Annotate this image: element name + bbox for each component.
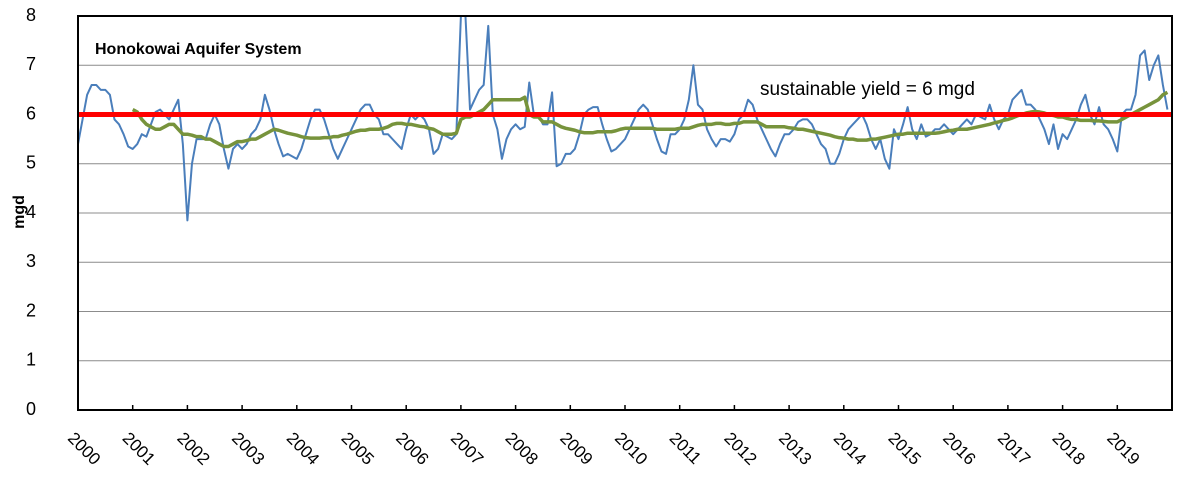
- x-tick-label: 2004: [283, 429, 323, 469]
- x-tick-label: 2001: [119, 429, 159, 469]
- x-tick-label: 2008: [502, 429, 542, 469]
- x-tick-label: 2012: [720, 429, 760, 469]
- x-tick-label: 2015: [885, 429, 925, 469]
- y-tick-label: 4: [26, 202, 36, 222]
- y-tick-label: 1: [26, 350, 36, 370]
- x-tick-label: 2018: [1049, 429, 1089, 469]
- annotation: sustainable yield = 6 mgd: [760, 79, 975, 100]
- x-tick-label: 2007: [447, 429, 487, 469]
- y-tick-label: 2: [26, 300, 36, 320]
- x-tick-label: 2005: [338, 429, 378, 469]
- y-axis-label: mgd: [11, 195, 28, 229]
- x-tick-label: 2000: [64, 429, 104, 469]
- x-tick-label: 2003: [228, 429, 268, 469]
- plot-border: [77, 15, 1173, 411]
- y-tick-label: 8: [26, 5, 36, 25]
- x-tick-label: 2016: [939, 429, 979, 469]
- y-tick-label: 5: [26, 153, 36, 173]
- x-tick-label: 2002: [173, 429, 213, 469]
- y-tick-label: 0: [26, 399, 36, 419]
- x-tick-label: 2009: [556, 429, 596, 469]
- y-tick-label: 6: [26, 103, 36, 123]
- y-tick-label: 3: [26, 251, 36, 271]
- x-tick-label: 2019: [1103, 429, 1143, 469]
- x-tick-label: 2006: [392, 429, 432, 469]
- x-tick-label: 2013: [775, 429, 815, 469]
- y-tick-label: 7: [26, 54, 36, 74]
- x-tick-label: 2010: [611, 429, 651, 469]
- x-tick-label: 2011: [666, 429, 705, 468]
- series-line: [131, 90, 1169, 149]
- x-tick-label: 2017: [994, 429, 1034, 469]
- x-tick-label: 2014: [830, 429, 870, 469]
- chart-title: Honokowai Aquifer System: [95, 41, 302, 58]
